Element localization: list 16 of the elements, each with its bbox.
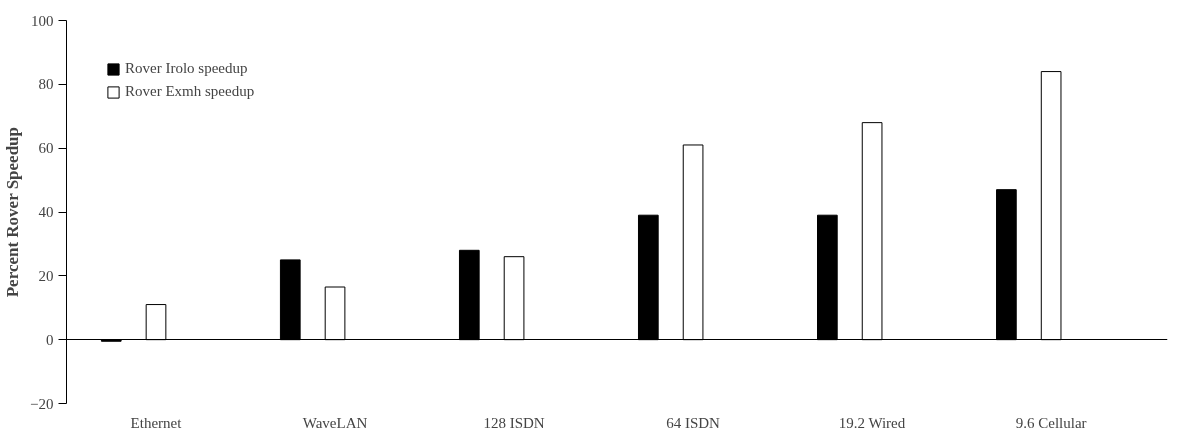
y-axis-title: Percent Rover Speedup	[3, 126, 23, 298]
y-tick-label: 80	[38, 76, 54, 93]
legend-label: Rover Irolo speedup	[125, 60, 248, 77]
y-tick-label: −20	[30, 395, 54, 412]
x-tick-label: Ethernet	[130, 414, 183, 431]
x-tick-label: 19.2 Wired	[838, 414, 906, 431]
x-tick-label: WaveLAN	[302, 414, 368, 431]
x-tick-label: 64 ISDN	[666, 414, 721, 431]
y-tick-label: 100	[31, 12, 54, 29]
y-tick-label: 20	[38, 267, 54, 284]
y-tick-label: 60	[38, 140, 54, 157]
y-tick-label: 40	[38, 204, 54, 220]
legend-label: Rover Exmh speedup	[125, 83, 255, 100]
x-tick-label: 128 ISDN	[483, 414, 545, 431]
x-tick-label: 9.6 Cellular	[1015, 414, 1087, 431]
y-tick-label: 0	[46, 331, 54, 348]
